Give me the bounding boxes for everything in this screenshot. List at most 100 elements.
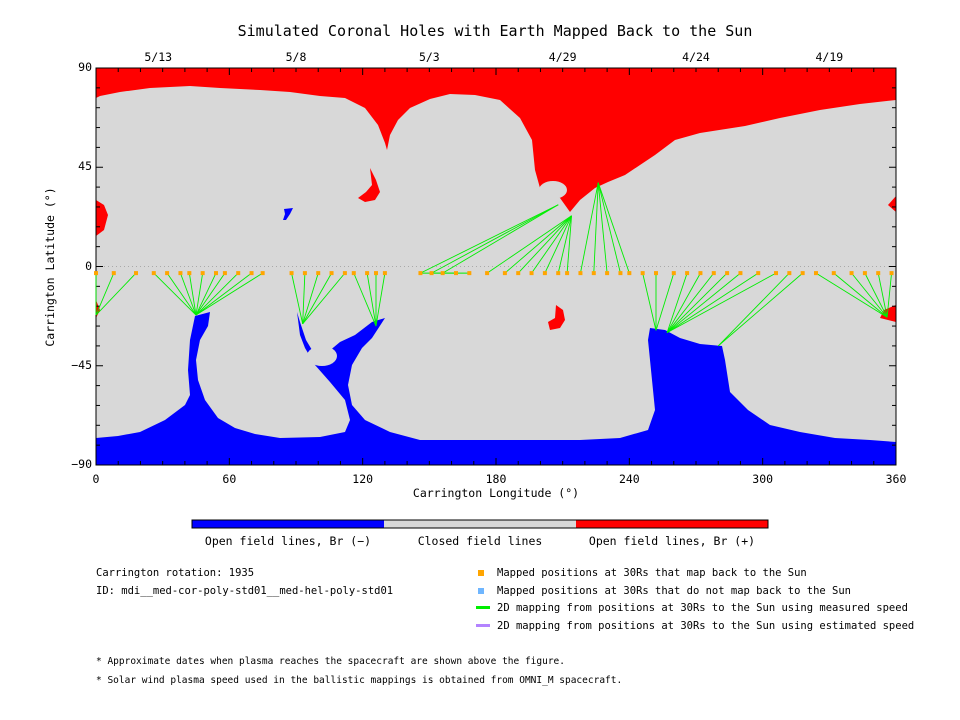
mapping-line <box>95 272 137 316</box>
mapped-point <box>365 271 370 276</box>
mapped-point <box>542 271 547 276</box>
mapped-point <box>329 271 334 276</box>
date-label: 5/3 <box>418 50 440 64</box>
mapping-line <box>153 272 197 316</box>
mapped-point <box>591 271 596 276</box>
mapping-line <box>517 215 572 274</box>
mapped-point <box>351 271 356 276</box>
mapping-line <box>195 272 226 316</box>
mapping-line <box>666 272 688 333</box>
mapped-point <box>342 271 347 276</box>
mapping-line <box>195 272 217 316</box>
mapped-point <box>382 271 387 276</box>
mapping-line <box>597 182 608 274</box>
closed-bubble <box>307 346 337 366</box>
mapped-point <box>249 271 254 276</box>
mapped-point <box>605 271 610 276</box>
mapped-point <box>889 271 894 276</box>
y-tick-label: −45 <box>71 357 92 372</box>
chart-title: Simulated Coronal Holes with Earth Mappe… <box>237 22 753 40</box>
colorbar-frame <box>191 519 769 529</box>
mapped-point <box>565 271 570 276</box>
mapping-line <box>666 272 728 333</box>
mapped-point <box>711 271 716 276</box>
mapping-line <box>717 272 803 347</box>
mapped-point <box>774 271 778 276</box>
mapped-point <box>831 271 836 276</box>
mapping-line <box>166 272 197 316</box>
legend-measured: 2D mapping from positions at 30Rs to the… <box>497 602 908 614</box>
mapped-point <box>260 271 265 276</box>
mapping-line <box>195 273 204 316</box>
mapped-point <box>429 271 434 276</box>
mapped-point <box>814 271 818 276</box>
mapping-line <box>302 273 306 324</box>
date-label: 5/13 <box>144 50 173 64</box>
mapping-line <box>642 273 657 331</box>
mapped-point <box>94 271 98 276</box>
mapping-line <box>815 272 888 318</box>
mapping-line <box>597 182 630 274</box>
mapping-line <box>366 273 377 327</box>
mapped-point <box>516 271 521 276</box>
mapping-line <box>833 272 888 318</box>
mapping-line <box>566 215 573 274</box>
north-positive-polar-hole <box>96 68 896 212</box>
mapped-point <box>529 271 534 276</box>
carrington-rotation: Carrington rotation: 1935 <box>96 567 255 579</box>
mapping-line <box>544 215 572 274</box>
colorbar-neg-label: Open field lines, Br (−) <box>204 534 372 548</box>
mapped-point <box>214 271 218 276</box>
mapped-point <box>502 271 507 276</box>
mapped-point <box>187 271 192 276</box>
legend-estimated: 2D mapping from positions at 30Rs to the… <box>497 620 915 632</box>
mapped-point <box>849 271 854 276</box>
mapping-line <box>302 272 332 325</box>
legend-swatch-measured <box>476 606 490 609</box>
x-tick-label: 180 <box>485 472 507 486</box>
mapped-point <box>200 271 205 276</box>
mapped-point <box>738 271 743 276</box>
mapped-point <box>671 271 676 276</box>
mapping-line <box>302 272 319 324</box>
mapped-point <box>440 271 445 276</box>
date-label: 4/19 <box>815 50 844 64</box>
mapped-point <box>876 271 881 276</box>
mapping-line <box>597 182 621 274</box>
mapping-line <box>864 272 888 318</box>
colorbar-negative <box>192 520 384 528</box>
mapped-point <box>302 271 307 276</box>
mapped-point <box>165 271 170 276</box>
x-tick-label: 300 <box>752 472 774 486</box>
mapped-point <box>316 271 321 276</box>
x-axis-label: Carrington Longitude (°) <box>412 486 580 500</box>
y-tick-label: 90 <box>78 60 92 74</box>
legend-swatch-not-mapped <box>478 588 484 594</box>
note-dates: * Approximate dates when plasma reaches … <box>96 656 565 667</box>
mapping-lines <box>95 182 893 347</box>
mapping-line <box>195 272 263 316</box>
mapping-line <box>666 272 741 334</box>
mapped-point <box>787 271 792 276</box>
x-tick-label: 120 <box>352 472 374 486</box>
colorbar-closed-label: Closed field lines <box>417 534 543 548</box>
legend-swatch-mapped-back <box>478 570 484 576</box>
y-tick-label: 45 <box>78 159 92 174</box>
mapping-line <box>420 204 559 274</box>
colorbar-pos-label: Open field lines, Br (+) <box>588 534 756 548</box>
y-axis-label: Carrington Latitude (°) <box>43 187 57 347</box>
mapped-point <box>151 271 156 276</box>
negative-patch-small <box>283 208 293 220</box>
mapping-line <box>195 272 239 316</box>
mapping-line <box>531 215 572 274</box>
closed-bay <box>539 181 567 199</box>
colorbar-closed <box>384 520 576 528</box>
mapped-point <box>698 271 703 276</box>
mapped-point <box>418 271 423 276</box>
y-tick-label: 0 <box>85 258 92 273</box>
mapped-point <box>289 271 294 276</box>
mapped-point <box>556 271 561 276</box>
mapped-point <box>454 271 458 276</box>
mapping-line <box>442 204 559 274</box>
legend-swatch-estimated <box>476 624 490 627</box>
